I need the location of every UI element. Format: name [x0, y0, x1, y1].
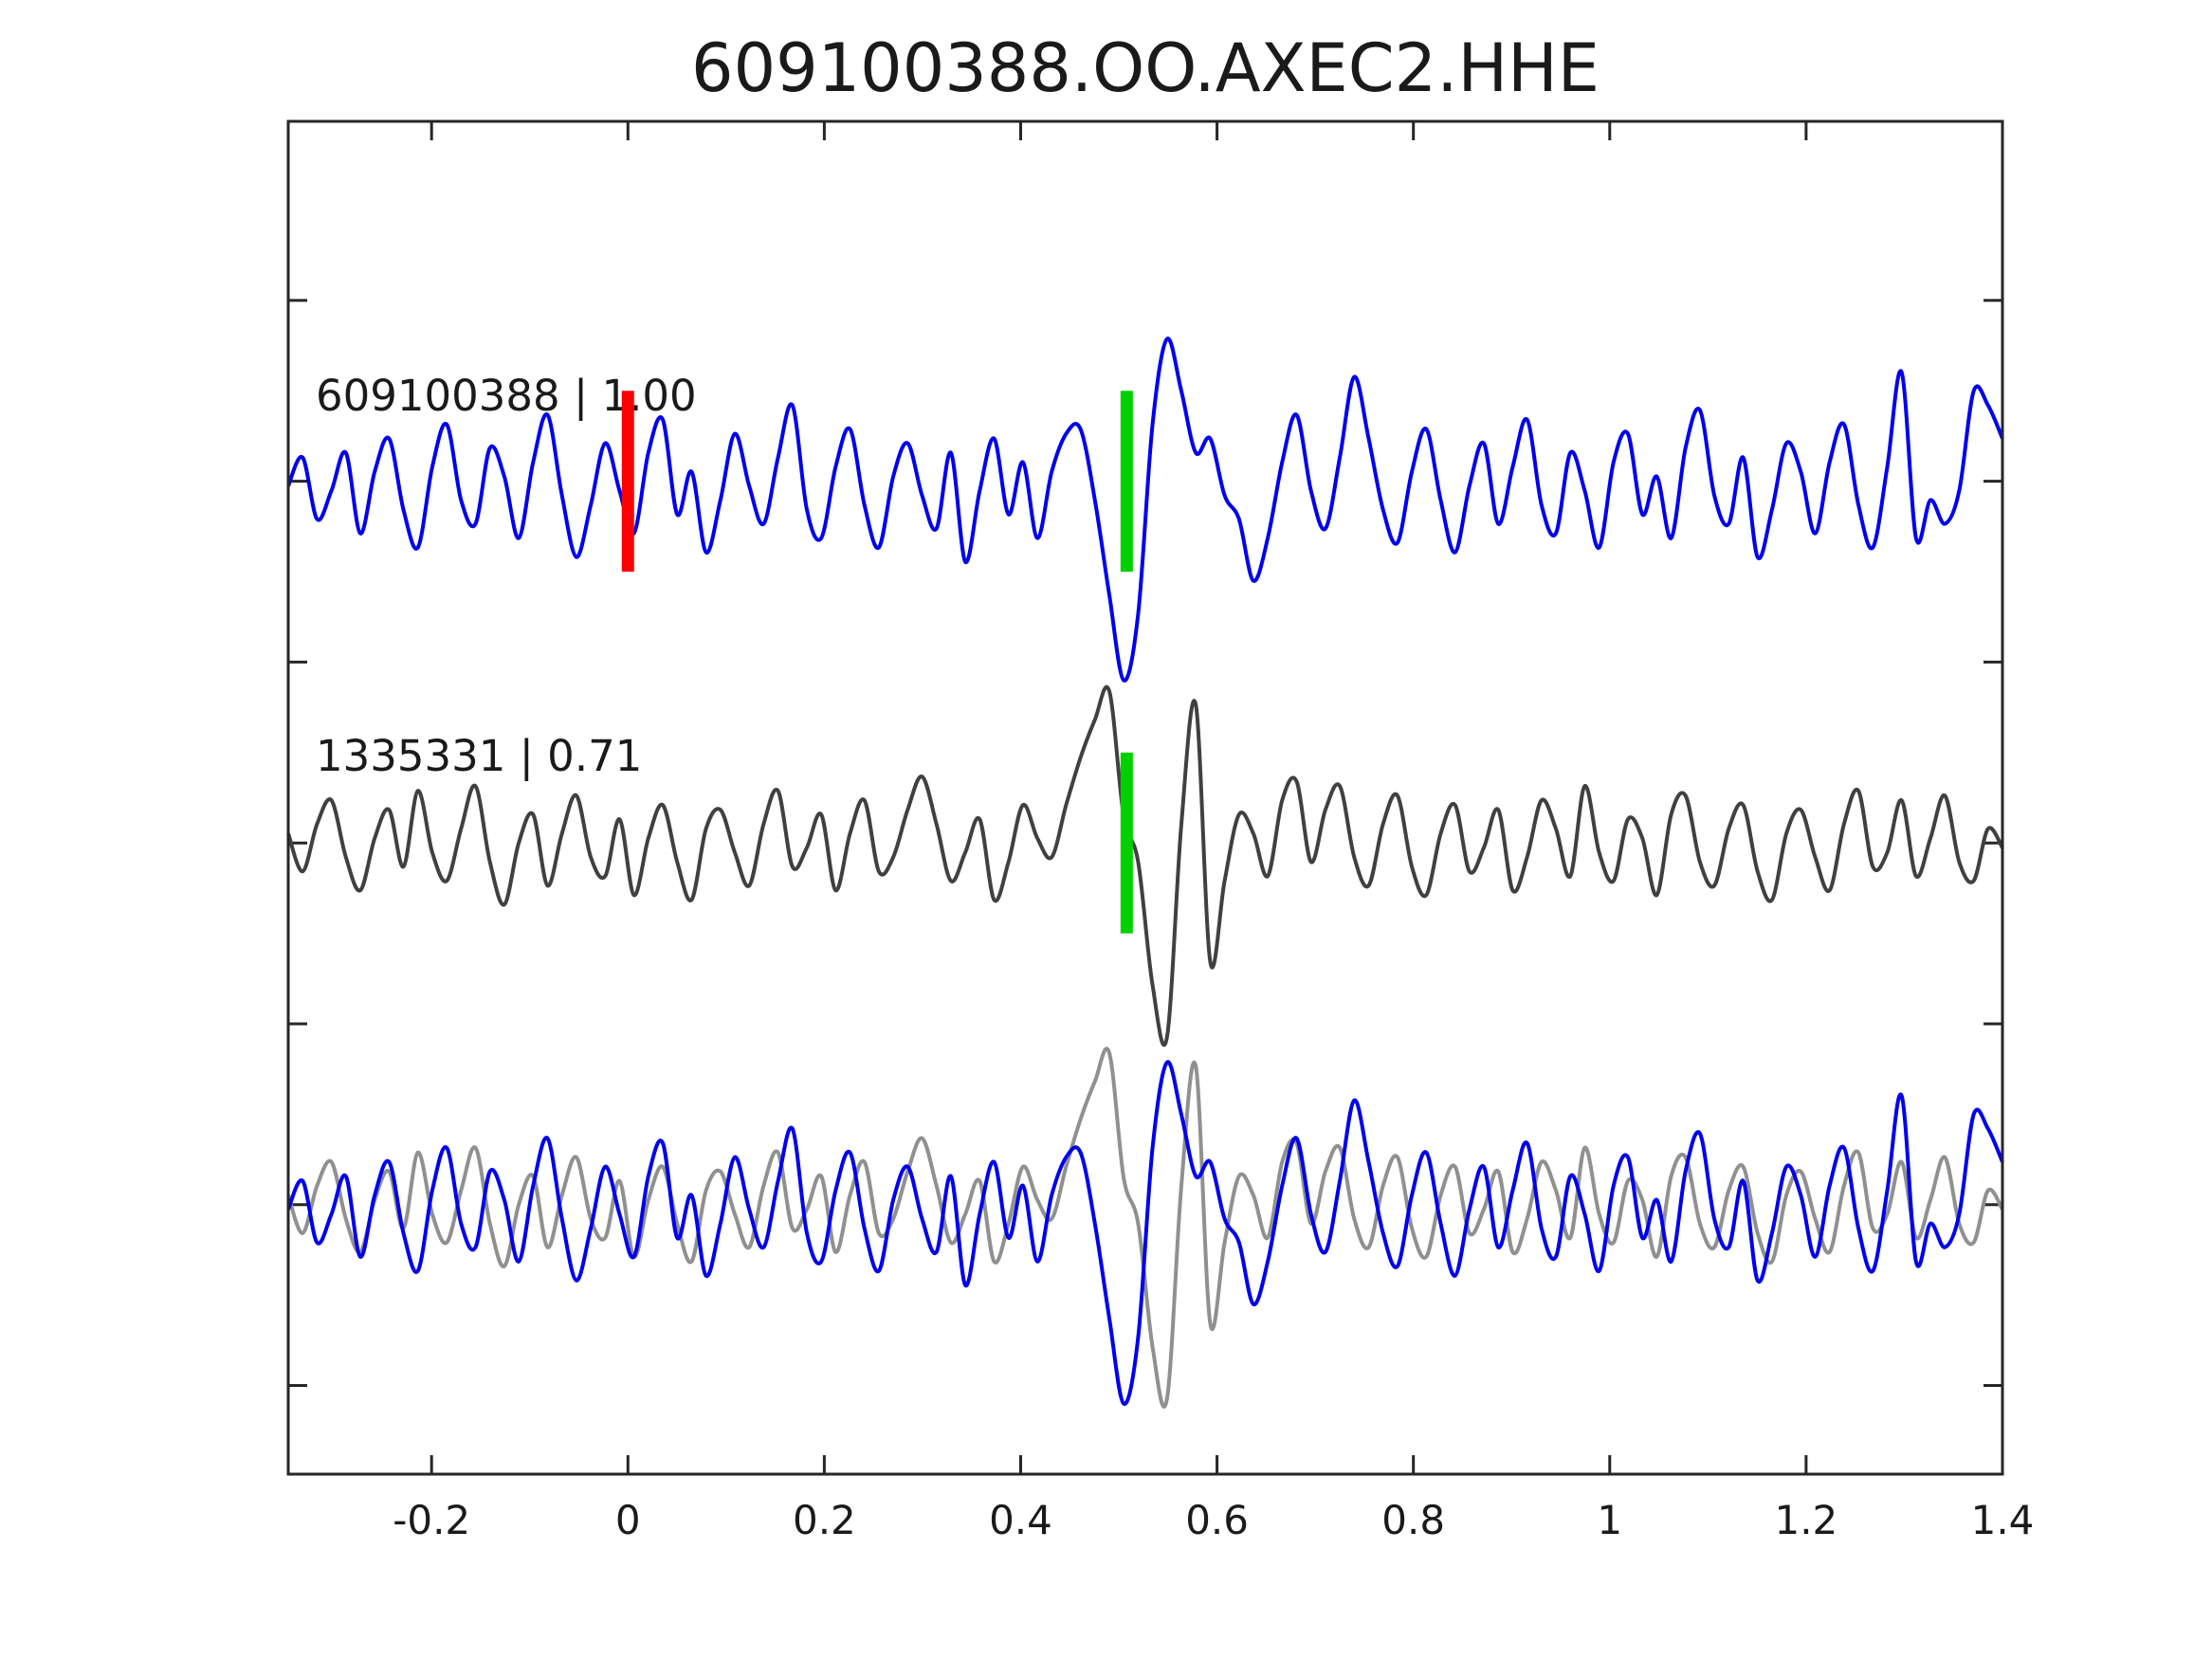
x-tick-label: 0.2: [793, 1497, 856, 1543]
trace-template: [286, 684, 2004, 1048]
trace-label-detection: 609100388 | 1.00: [316, 371, 697, 421]
x-tick-label: 1.2: [1774, 1497, 1837, 1543]
x-tick-label: 0.6: [1185, 1497, 1249, 1543]
template-pick-marker: [1120, 752, 1133, 934]
trace-detection: [286, 337, 2004, 683]
x-tick-label: 0.4: [989, 1497, 1052, 1543]
x-tick-label: 1: [1597, 1497, 1622, 1543]
origin-time-marker: [621, 391, 634, 573]
chart-title: 609100388.OO.AXEC2.HHE: [691, 29, 1600, 107]
detection-pick-marker: [1120, 391, 1133, 573]
trace-detection: [286, 1060, 2004, 1406]
x-tick-label: 0: [615, 1497, 641, 1543]
plot-border: [286, 119, 2004, 1476]
trace-template: [286, 1047, 2004, 1409]
trace-label-template: 1335331 | 0.71: [316, 731, 642, 781]
x-tick-label: 0.8: [1381, 1497, 1445, 1543]
x-tick-label: 1.4: [1971, 1497, 2035, 1543]
x-tick-label: -0.2: [393, 1497, 470, 1543]
